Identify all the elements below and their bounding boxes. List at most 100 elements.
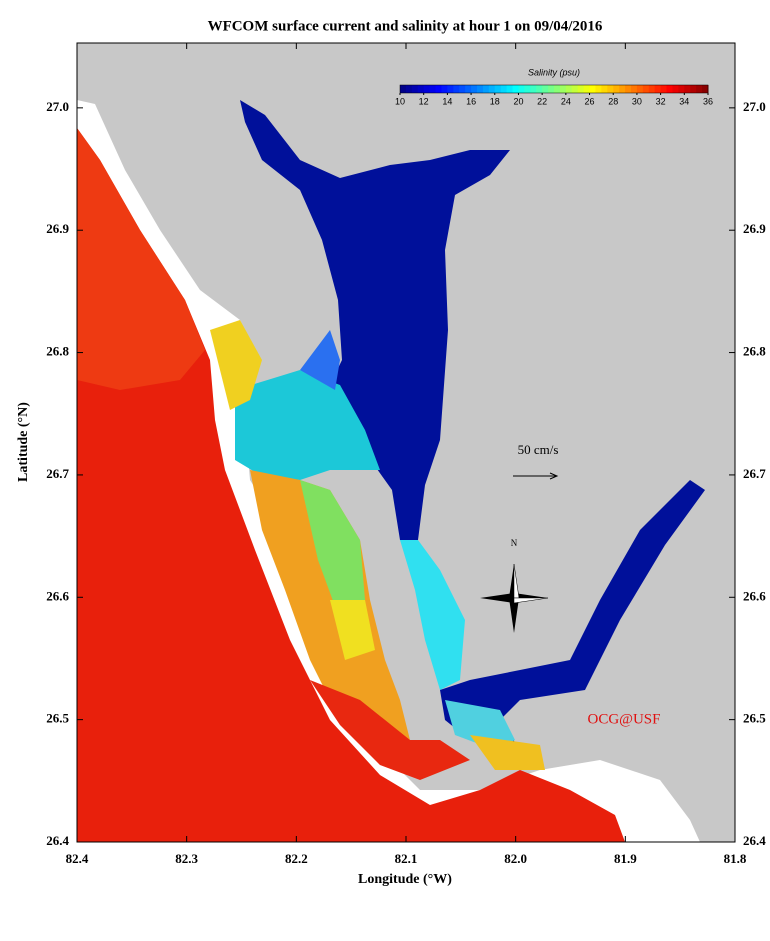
colorbar-cell (512, 85, 519, 93)
title: WFCOM surface current and salinity at ho… (208, 18, 603, 34)
y-tick-label: 26.5 (46, 711, 69, 726)
colorbar-cell (571, 85, 579, 93)
y-tick-label: 26.7 (46, 466, 69, 481)
colorbar-cell (619, 85, 626, 93)
colorbar-cell (583, 85, 591, 93)
colorbar-cell (690, 85, 697, 93)
gulf-water (77, 128, 205, 390)
sound-water (250, 470, 410, 760)
y-tick-label: 26.4 (743, 833, 766, 848)
colorbar-cell (417, 85, 425, 93)
colorbar-cell (477, 85, 484, 93)
y-tick-label: 27.0 (46, 99, 69, 114)
colorbar-cell (595, 85, 602, 93)
colorbar-cell (411, 85, 419, 93)
colorbar-cell (435, 85, 442, 93)
colorbar-cell (542, 85, 549, 93)
harbor-water (210, 320, 262, 410)
colorbar-cell (524, 85, 531, 93)
colorbar-tick-label: 18 (490, 96, 500, 106)
sound-water (300, 480, 365, 620)
harbor-water (240, 100, 510, 540)
colorbar-cell (488, 85, 496, 93)
y-axis-label: Latitude (°N) (16, 402, 31, 482)
colorbar-cell (648, 85, 656, 93)
y-tick-label: 26.6 (46, 588, 69, 603)
colorbar-tick-label: 30 (632, 96, 642, 106)
colorbar-frame (399, 84, 709, 94)
sound-water (330, 600, 375, 660)
y-tick-label: 26.8 (46, 344, 69, 359)
colorbar-cell (607, 85, 614, 93)
colorbar-cell (447, 85, 454, 93)
colorbar-cell (548, 85, 555, 93)
sound-water (310, 680, 470, 780)
colorbar-tick-label: 26 (585, 96, 595, 106)
river-water (470, 735, 545, 770)
colorbar-tick-label: 28 (608, 96, 618, 106)
colorbar-cell (672, 85, 679, 93)
colorbar-cell (453, 85, 460, 93)
y-tick-label: 27.0 (743, 99, 766, 114)
colorbar-cell (577, 85, 585, 93)
pass-water (400, 540, 465, 690)
x-tick-label: 82.1 (395, 851, 418, 866)
colorbar-tick-label: 22 (537, 96, 547, 106)
colorbar-cell (625, 85, 632, 93)
colorbar-cell (530, 85, 537, 93)
y-tick-label: 26.9 (46, 221, 69, 236)
colorbar-cell (423, 85, 431, 93)
compass-label: N (511, 538, 518, 548)
scale-label: 50 cm/s (518, 442, 559, 457)
y-tick-label: 26.5 (743, 711, 766, 726)
colorbar-cell (678, 85, 685, 93)
colorbar-cell (471, 85, 478, 93)
y-tick-label: 26.6 (743, 588, 766, 603)
colorbar-cell (642, 85, 650, 93)
colorbar-cell (518, 85, 525, 93)
colorbar-cell (536, 85, 543, 93)
compass (480, 563, 549, 633)
colorbar-cell (660, 85, 668, 93)
colorbar-cell (636, 85, 644, 93)
x-tick-label: 82.4 (66, 851, 89, 866)
gulf-water (77, 128, 625, 842)
y-tick-label: 26.8 (743, 344, 766, 359)
colorbar-tick-label: 12 (419, 96, 429, 106)
colorbar-cell (405, 85, 413, 93)
colorbar-cell (554, 85, 561, 93)
colorbar-tick-label: 20 (513, 96, 523, 106)
colorbar-cell (696, 85, 703, 93)
colorbar-tick-label: 16 (466, 96, 476, 106)
colorbar-cell (684, 85, 691, 93)
x-tick-label: 81.8 (724, 851, 747, 866)
colorbar-cell (459, 85, 466, 93)
colorbar-tick-label: 24 (561, 96, 571, 106)
y-tick-label: 26.7 (743, 466, 766, 481)
colorbar-cell (465, 85, 472, 93)
harbor-water (300, 330, 340, 390)
river-water (445, 700, 515, 750)
y-tick-label: 26.4 (46, 833, 69, 848)
x-tick-label: 82.0 (504, 851, 527, 866)
scale-arrow (513, 472, 559, 480)
colorbar-cell (654, 85, 662, 93)
x-tick-label: 82.2 (285, 851, 308, 866)
x-axis-label: Longitude (°W) (358, 872, 452, 887)
colorbar-cell (559, 85, 567, 93)
colorbar-cell (666, 85, 673, 93)
colorbar-tick-label: 14 (442, 96, 452, 106)
colorbar-tick-label: 34 (679, 96, 689, 106)
river-water (440, 480, 705, 750)
colorbar-cell (500, 85, 508, 93)
harbor-water (235, 370, 380, 480)
colorbar-cell (601, 85, 608, 93)
x-tick-label: 81.9 (614, 851, 637, 866)
colorbar-cell (494, 85, 502, 93)
colorbar-cell (613, 85, 620, 93)
colorbar-cell (429, 85, 437, 93)
colorbar-cell (482, 85, 490, 93)
colorbar-cell (589, 85, 596, 93)
colorbar-cell (506, 85, 514, 93)
